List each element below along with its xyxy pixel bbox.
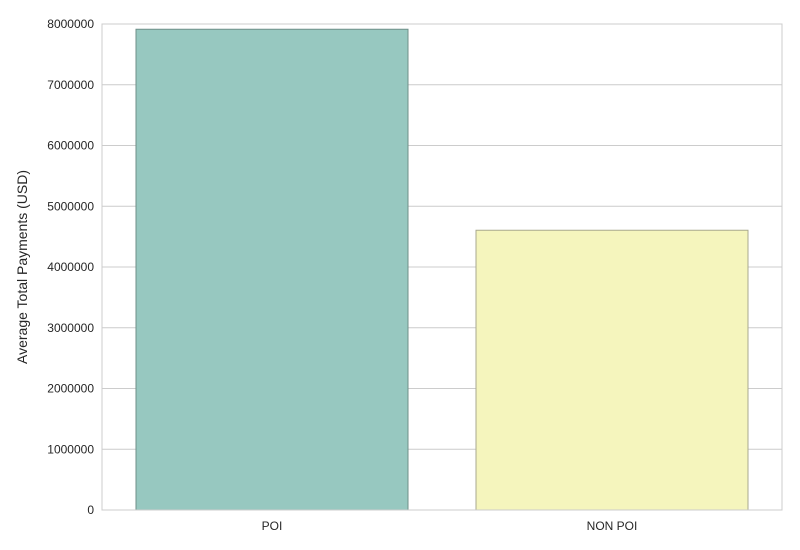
bar-poi <box>135 28 409 511</box>
bars <box>135 28 749 511</box>
y-tick-label: 2000000 <box>47 382 94 396</box>
x-tick-label: NON POI <box>587 519 638 533</box>
plot-frame <box>101 23 783 511</box>
y-tick-label: 5000000 <box>47 199 94 213</box>
y-tick-label: 6000000 <box>47 139 94 153</box>
x-tick-labels: POI NON POI <box>262 519 638 533</box>
y-tick-label: 4000000 <box>47 260 94 274</box>
x-tick-label: POI <box>262 519 283 533</box>
y-tick-label: 3000000 <box>47 321 94 335</box>
y-axis-label: Average Total Payments (USD) <box>14 170 30 364</box>
y-tick-label: 0 <box>87 503 94 517</box>
bar-non-poi <box>475 229 749 511</box>
y-tick-label: 1000000 <box>47 442 94 456</box>
y-tick-label: 7000000 <box>47 78 94 92</box>
y-tick-label: 8000000 <box>47 17 94 31</box>
y-tick-labels: 0 1000000 2000000 3000000 4000000 5000000 6000… <box>47 17 94 517</box>
